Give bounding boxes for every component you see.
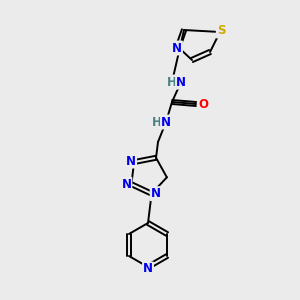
Text: N: N [161,116,171,128]
Text: H: H [167,76,177,88]
Text: N: N [151,187,160,200]
Text: N: N [176,76,186,88]
Text: N: N [172,41,182,55]
Text: O: O [198,98,208,110]
Text: N: N [122,178,131,191]
Text: N: N [143,262,153,275]
Text: N: N [126,154,136,167]
Text: H: H [152,116,162,128]
Text: S: S [217,25,225,38]
